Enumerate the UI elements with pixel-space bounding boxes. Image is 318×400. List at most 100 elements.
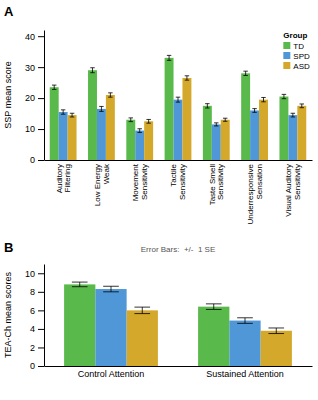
tick-label-line: Sensitivity (178, 164, 187, 200)
error-bar (129, 118, 133, 122)
error-bar (291, 113, 295, 117)
error-bar (237, 318, 253, 324)
bar (212, 124, 221, 160)
tick: TactileSensitivity (169, 160, 187, 200)
tick-mark (38, 292, 44, 293)
tick-label-line: Sustained Attention (206, 369, 284, 379)
tick-label: 10 (25, 269, 35, 279)
legend-item: TD (283, 42, 304, 51)
legend: GroupTDSPDASD (283, 31, 310, 71)
tick: 0 (30, 361, 44, 371)
tick-label-line: Sensitivity (293, 164, 302, 200)
x-axis: Control Attention Sustained Attention (45, 366, 313, 379)
bar (261, 331, 292, 366)
tick-mark (38, 98, 44, 99)
error-bar (223, 118, 227, 121)
tick-label: 0 (30, 155, 35, 165)
error-bar (52, 85, 56, 89)
tick-label: Visual AuditorySensitivity (284, 164, 302, 217)
bar (88, 70, 97, 160)
tick-mark (38, 160, 44, 161)
legend-label: TD (293, 42, 304, 51)
tick-label-line: Low Energy (93, 164, 102, 206)
tick-label: 40 (25, 32, 35, 42)
tick-mark (38, 347, 44, 348)
error-bar (61, 110, 65, 114)
tick: Sustained Attention (206, 366, 284, 379)
tick-mark (38, 36, 44, 37)
bar (198, 307, 229, 366)
error-bar (103, 286, 119, 292)
error-bar (282, 94, 286, 98)
bar (59, 112, 68, 160)
bar (241, 73, 250, 160)
tick: 8 (30, 287, 44, 297)
axis-line (45, 366, 313, 367)
y-axis-title: SSP mean score (3, 61, 13, 128)
tick-label-line: Sensation (255, 164, 264, 200)
tick-label-line: Weak (102, 163, 111, 184)
error-bar (243, 71, 247, 75)
tick: MovementSensitivity (131, 160, 149, 201)
panel: 0 10 20 30 40 AuditoryFiltering Low EnergyWeak… (3, 4, 313, 224)
x-axis: AuditoryFiltering Low EnergyWeak MovementS… (45, 160, 313, 224)
bar (182, 78, 191, 160)
tick: 10 (25, 269, 44, 279)
error-bar (261, 97, 265, 101)
bar (95, 289, 126, 366)
tick-mark (38, 129, 44, 130)
tick-label: 30 (25, 63, 35, 73)
tick-label: 10 (25, 124, 35, 134)
error-bar (214, 123, 218, 126)
tick-label: Low EnergyWeak (93, 163, 111, 206)
y-axis: 0246810 (25, 265, 45, 372)
error-bar (70, 113, 74, 117)
plot-marks (50, 55, 307, 160)
error-bar (176, 97, 180, 102)
bar (64, 284, 95, 366)
error-bar (268, 328, 284, 334)
tick-label: Sustained Attention (206, 369, 284, 379)
tick-label-line: Filtering (63, 164, 72, 192)
tick-label-line: Control Attention (78, 369, 145, 379)
error-bar (146, 119, 150, 123)
tick-label: TactileSensitivity (169, 163, 187, 200)
error-bar (137, 129, 141, 133)
error-bar (167, 55, 171, 60)
tick-label: 6 (30, 306, 35, 316)
legend-label: ASD (293, 62, 310, 71)
bar (106, 95, 115, 160)
legend-title: Group (283, 31, 307, 40)
tick: 10 (25, 124, 44, 134)
tick-mark (38, 329, 44, 330)
axis-line (44, 265, 45, 367)
tick-label: Taste SmellSensitivity (208, 164, 226, 206)
bar (259, 100, 268, 160)
tick-mark (38, 366, 44, 367)
error-bar (134, 307, 150, 313)
tick-mark (38, 67, 44, 68)
error-bar (252, 109, 256, 113)
tick-label: 20 (25, 93, 35, 103)
y-axis: 0 10 20 30 40 (25, 31, 45, 166)
tick: 30 (25, 63, 44, 73)
bar (221, 120, 230, 160)
error-bar (185, 76, 189, 80)
tick: 4 (30, 324, 44, 334)
tick: 40 (25, 32, 44, 42)
tick-label: MovementSensitivity (131, 163, 149, 201)
tick: 0 (30, 155, 44, 165)
tick: Low EnergyWeak (93, 160, 111, 206)
tick-label: Control Attention (78, 369, 145, 379)
error-bar (300, 104, 304, 108)
tick-label-line: Sensitivity (216, 164, 225, 200)
tick-label: 8 (30, 287, 35, 297)
tick: Control Attention (78, 366, 145, 379)
bar (174, 100, 183, 160)
tick-label-line: Tactile (169, 163, 178, 186)
legend-swatch (283, 62, 290, 69)
tick-label: UnderresponsiveSensation (246, 163, 264, 224)
plot-marks (64, 282, 292, 366)
tick: AuditoryFiltering (55, 160, 73, 193)
tick-label-line: Visual Auditory (284, 164, 293, 217)
